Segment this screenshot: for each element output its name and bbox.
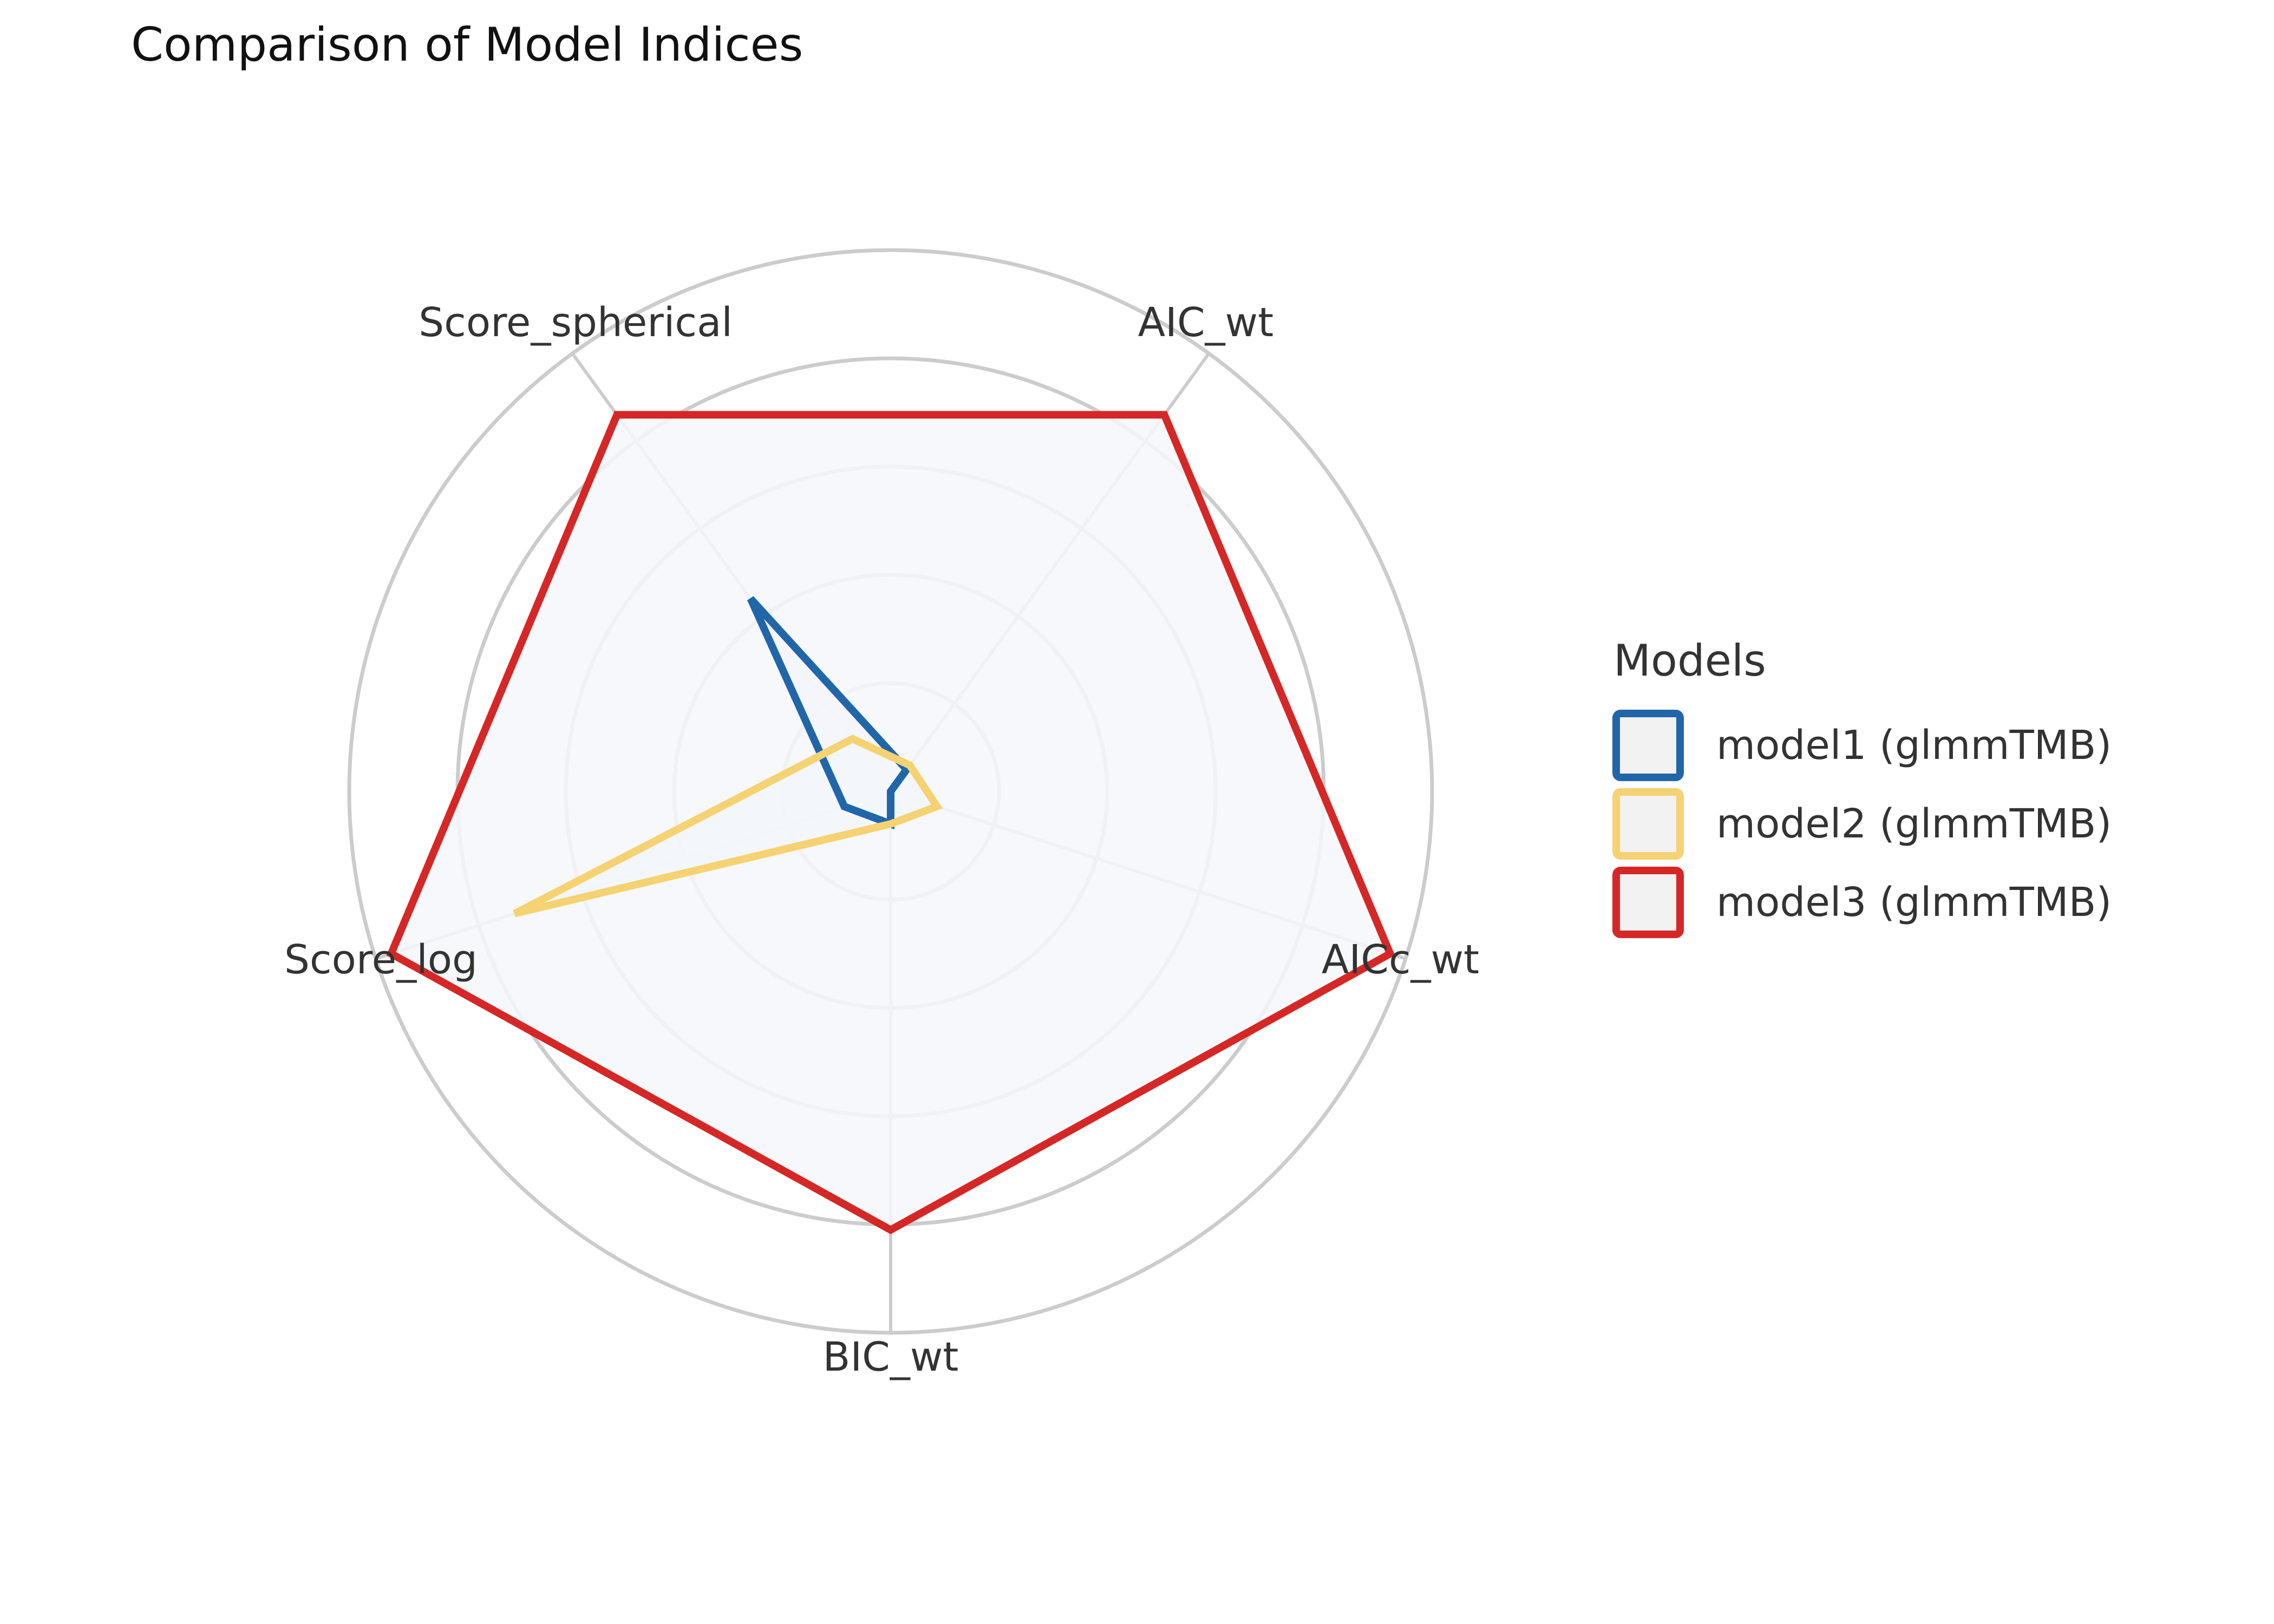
chart-title: Comparison of Model Indices: [131, 18, 803, 72]
axis-label-bic-wt: BIC_wt: [823, 1334, 959, 1380]
axis-label-aicc-wt: AICc_wt: [1322, 937, 1479, 983]
axis-label-score-spherical: Score_spherical: [419, 299, 733, 346]
legend: Models model1 (glmmTMB) model2 (glmmTMB) m…: [1612, 636, 2112, 938]
axis-label-score-log: Score_log: [284, 937, 478, 983]
axis-label-aic-wt: AIC_wt: [1138, 299, 1274, 346]
legend-label-1: model1 (glmmTMB): [1716, 722, 2112, 769]
series-1-line: [747, 596, 912, 830]
legend-title: Models: [1613, 636, 1766, 686]
legend-swatch-1: [1612, 710, 1684, 781]
legend-label-2: model2 (glmmTMB): [1716, 801, 2112, 847]
legend-label-3: model3 (glmmTMB): [1716, 879, 2112, 926]
series-lines: [386, 411, 1395, 1234]
series-2-line: [513, 735, 943, 918]
axis-labels: AIC_wt AICc_wt BIC_wt Score_log Score_spheri…: [284, 299, 1479, 1380]
series-3-line: [386, 411, 1395, 1234]
legend-swatch-3: [1612, 867, 1684, 938]
legend-swatch-2: [1612, 788, 1684, 860]
